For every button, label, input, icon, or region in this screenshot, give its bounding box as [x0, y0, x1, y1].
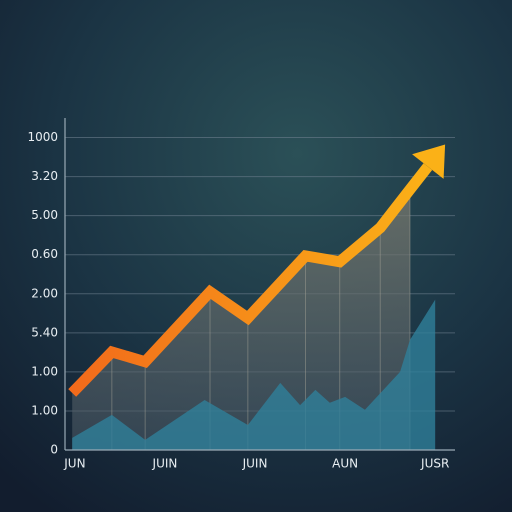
x-tick-label: JUSR — [420, 457, 449, 471]
x-tick-label: JUIN — [152, 457, 178, 471]
y-tick-label: 3.20 — [31, 169, 58, 183]
x-tick-label: AUN — [332, 457, 358, 471]
line — [68, 163, 433, 397]
x-tick-label: JUIN — [242, 457, 268, 471]
x-tick-label: JUN — [63, 457, 85, 471]
y-tick-label: 0.60 — [31, 247, 58, 261]
y-tick-label: 1.00 — [31, 403, 58, 417]
y-tick-label: 2.00 — [31, 286, 58, 300]
y-tick-label: 1000 — [27, 130, 58, 144]
y-tick-label: 5.40 — [31, 325, 58, 339]
y-tick-label: 0 — [50, 443, 58, 457]
y-tick-label: 5.00 — [31, 208, 58, 222]
area — [72, 299, 436, 450]
y-tick-label: 1.00 — [31, 364, 58, 378]
arrow-head — [412, 144, 446, 179]
